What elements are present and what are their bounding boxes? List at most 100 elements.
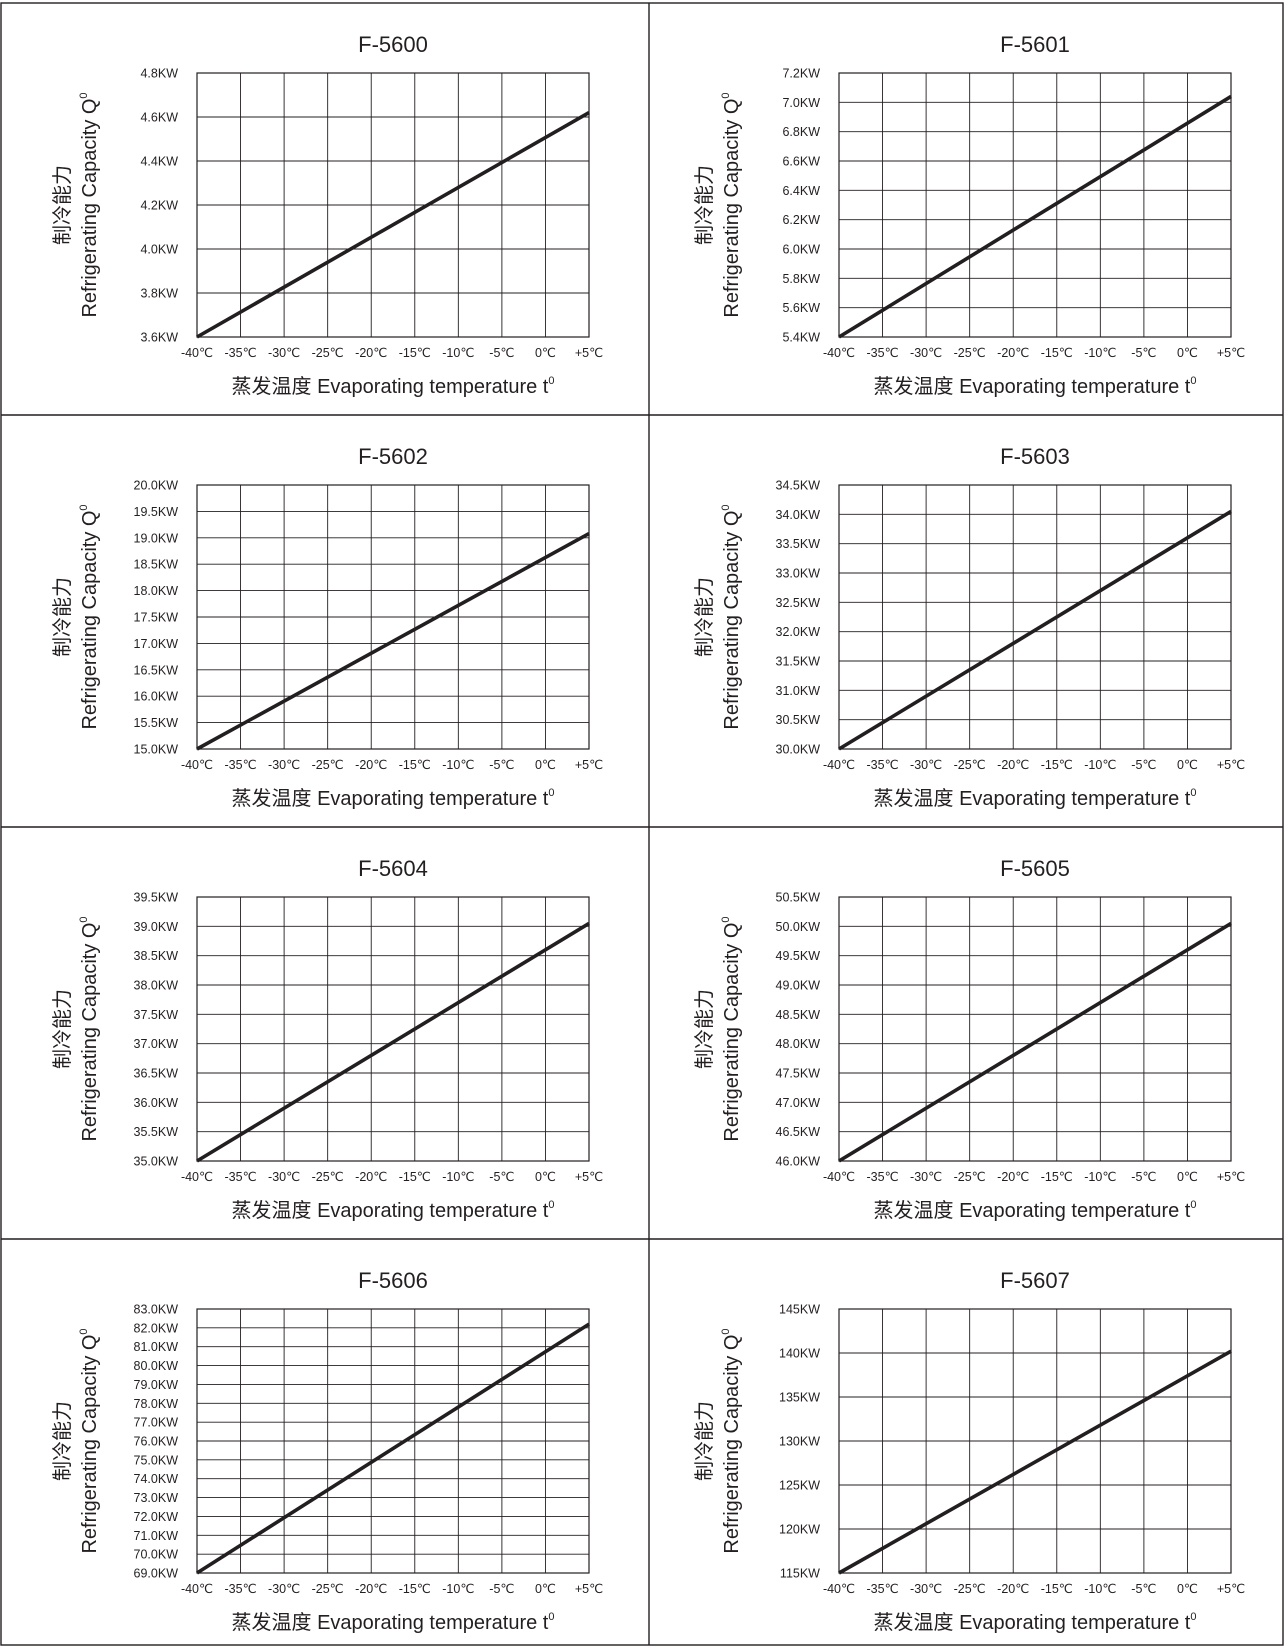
- chart-title: F-5606: [358, 1268, 428, 1293]
- x-tick-label: -35℃: [225, 346, 257, 360]
- chart-panel: F-5600 3.6KW 3.8KW 4.0KW 4.2KW 4.4KW 4.6KW 4.8K…: [51, 32, 603, 398]
- y-tick-label: 32.0KW: [776, 625, 821, 639]
- x-tick-label: -10℃: [1084, 1170, 1116, 1184]
- x-axis-title: 蒸发温度 Evaporating temperature t0: [874, 375, 1197, 398]
- y-axis-title-en: Refrigerating Capacity Q0: [78, 1328, 101, 1553]
- y-tick-label: 48.0KW: [776, 1037, 821, 1051]
- x-tick-label: -35℃: [867, 1170, 899, 1184]
- x-tick-label: -15℃: [399, 1170, 431, 1184]
- chart-title: F-5604: [358, 856, 428, 881]
- y-tick-label: 72.0KW: [134, 1510, 179, 1524]
- x-tick-label: -25℃: [312, 758, 344, 772]
- y-tick-label: 6.4KW: [782, 184, 820, 198]
- x-axis-title: 蒸发温度 Evaporating temperature t0: [874, 1199, 1197, 1222]
- y-tick-label: 49.0KW: [776, 979, 821, 993]
- x-tick-label: -35℃: [225, 758, 257, 772]
- plot-area: [196, 896, 590, 1162]
- y-tick-label: 36.5KW: [134, 1067, 179, 1081]
- y-tick-label: 47.5KW: [776, 1067, 821, 1081]
- y-axis-title-en: Refrigerating Capacity Q0: [78, 916, 101, 1141]
- y-tick-label: 75.0KW: [134, 1453, 179, 1467]
- x-tick-label: -10℃: [1084, 346, 1116, 360]
- chart-title: F-5607: [1000, 1268, 1070, 1293]
- chart-title: F-5603: [1000, 444, 1070, 469]
- y-tick-label: 70.0KW: [134, 1548, 179, 1562]
- y-tick-label: 76.0KW: [134, 1435, 179, 1449]
- chart-panel: F-5603 30.0KW 30.5KW 31.0KW 31.5KW 32.0KW 32.5…: [693, 444, 1245, 810]
- y-tick-label: 37.0KW: [134, 1037, 179, 1051]
- x-tick-label: -15℃: [1041, 1582, 1073, 1596]
- y-tick-label: 50.0KW: [776, 920, 821, 934]
- capacity-line: [838, 94, 1232, 339]
- x-tick-label: -25℃: [312, 1582, 344, 1596]
- x-tick-label: -30℃: [910, 758, 942, 772]
- chart-title: F-5605: [1000, 856, 1070, 881]
- x-tick-label: -5℃: [489, 346, 514, 360]
- y-tick-label: 34.0KW: [776, 508, 821, 522]
- x-tick-label: +5℃: [1217, 1170, 1245, 1184]
- x-tick-label: -30℃: [268, 1170, 300, 1184]
- x-tick-label: -5℃: [1131, 1170, 1156, 1184]
- y-tick-label: 7.2KW: [782, 67, 820, 81]
- x-tick-label: 0℃: [1177, 1170, 1198, 1184]
- x-tick-label: -30℃: [910, 1582, 942, 1596]
- x-tick-label: +5℃: [575, 758, 603, 772]
- x-tick-label: -20℃: [355, 346, 387, 360]
- chart-panel: F-5607 115KW 120KW 125KW 130KW 135KW 140KW 145K…: [693, 1268, 1245, 1634]
- chart-title: F-5601: [1000, 32, 1070, 57]
- y-tick-label: 32.5KW: [776, 596, 821, 610]
- x-tick-label: -30℃: [910, 346, 942, 360]
- x-tick-label: -25℃: [954, 1170, 986, 1184]
- y-tick-label: 38.0KW: [134, 979, 179, 993]
- y-tick-label: 15.5KW: [134, 716, 179, 730]
- x-tick-label: 0℃: [1177, 1582, 1198, 1596]
- y-axis-title-cn: 制冷能力: [693, 165, 716, 245]
- y-tick-label: 46.0KW: [776, 1155, 821, 1169]
- y-tick-label: 47.0KW: [776, 1096, 821, 1110]
- y-axis-title-cn: 制冷能力: [693, 1401, 716, 1481]
- x-tick-label: -40℃: [181, 758, 213, 772]
- y-tick-label: 33.0KW: [776, 567, 821, 581]
- plot-area: [838, 484, 1232, 750]
- x-tick-label: -5℃: [489, 1582, 514, 1596]
- x-tick-label: -10℃: [1084, 1582, 1116, 1596]
- y-tick-label: 49.5KW: [776, 949, 821, 963]
- y-axis-title-cn: 制冷能力: [51, 1401, 74, 1481]
- y-axis-title-en: Refrigerating Capacity Q0: [720, 1328, 743, 1553]
- y-tick-label: 30.5KW: [776, 713, 821, 727]
- y-tick-label: 39.5KW: [134, 891, 179, 905]
- y-tick-label: 20.0KW: [134, 479, 179, 493]
- y-tick-label: 140KW: [779, 1347, 820, 1361]
- y-tick-label: 130KW: [779, 1435, 820, 1449]
- y-tick-label: 6.0KW: [782, 243, 820, 257]
- x-tick-label: -40℃: [181, 346, 213, 360]
- y-tick-label: 4.4KW: [140, 155, 178, 169]
- x-tick-label: -30℃: [910, 1170, 942, 1184]
- x-axis-title: 蒸发温度 Evaporating temperature t0: [232, 787, 555, 810]
- y-tick-label: 35.0KW: [134, 1155, 179, 1169]
- x-tick-label: -15℃: [399, 758, 431, 772]
- y-tick-label: 36.0KW: [134, 1096, 179, 1110]
- y-tick-label: 5.4KW: [782, 331, 820, 345]
- y-tick-label: 81.0KW: [134, 1340, 179, 1354]
- y-axis-title-en: Refrigerating Capacity Q0: [720, 92, 743, 317]
- y-tick-label: 6.6KW: [782, 155, 820, 169]
- capacity-line: [196, 1322, 590, 1575]
- chart-panel: F-5601 5.4KW 5.6KW 5.8KW 6.0KW 6.2KW 6.4KW 6.6K…: [693, 32, 1245, 398]
- x-tick-label: +5℃: [1217, 1582, 1245, 1596]
- y-tick-label: 18.5KW: [134, 558, 179, 572]
- capacity-line: [196, 531, 590, 751]
- x-tick-label: +5℃: [1217, 346, 1245, 360]
- x-tick-label: 0℃: [1177, 758, 1198, 772]
- chart-title: F-5602: [358, 444, 428, 469]
- y-tick-label: 5.8KW: [782, 272, 820, 286]
- x-tick-label: -35℃: [867, 1582, 899, 1596]
- x-tick-label: 0℃: [535, 1170, 556, 1184]
- x-tick-label: -20℃: [355, 1582, 387, 1596]
- chart-panel: F-5606 69.0KW 70.0KW 71.0KW 72.0KW 73.0KW 74.0…: [51, 1268, 603, 1634]
- x-tick-label: -25℃: [312, 346, 344, 360]
- x-tick-label: -15℃: [399, 1582, 431, 1596]
- x-tick-label: -15℃: [1041, 346, 1073, 360]
- y-tick-label: 30.0KW: [776, 743, 821, 757]
- x-tick-label: -10℃: [442, 346, 474, 360]
